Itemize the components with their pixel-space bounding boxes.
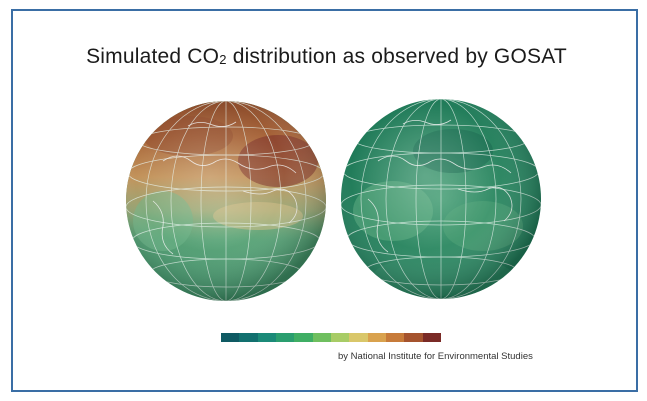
- color-scale-segment: [294, 333, 313, 342]
- color-scale-segment: [312, 333, 331, 342]
- globes-figure: [126, 99, 541, 301]
- color-scale-segment: [404, 333, 423, 342]
- globe-low-co2: [341, 99, 541, 299]
- color-scale-segment: [275, 333, 295, 342]
- color-scale-bar: [221, 333, 441, 342]
- color-scale-segment: [422, 333, 441, 342]
- color-scale-segment: [239, 333, 258, 342]
- credit-text: by National Institute for Environmental …: [338, 351, 533, 362]
- globe-high-co2: [126, 101, 326, 301]
- slide-frame: Simulated CO2 distribution as observed b…: [11, 9, 638, 392]
- color-scale-segment: [385, 333, 405, 342]
- color-scale-segment: [330, 333, 350, 342]
- color-scale-segment: [367, 333, 386, 342]
- slide-title: Simulated CO2 distribution as observed b…: [86, 45, 567, 68]
- color-scale-segment: [221, 333, 240, 342]
- color-scale-segment: [257, 333, 276, 342]
- color-scale-segment: [349, 333, 368, 342]
